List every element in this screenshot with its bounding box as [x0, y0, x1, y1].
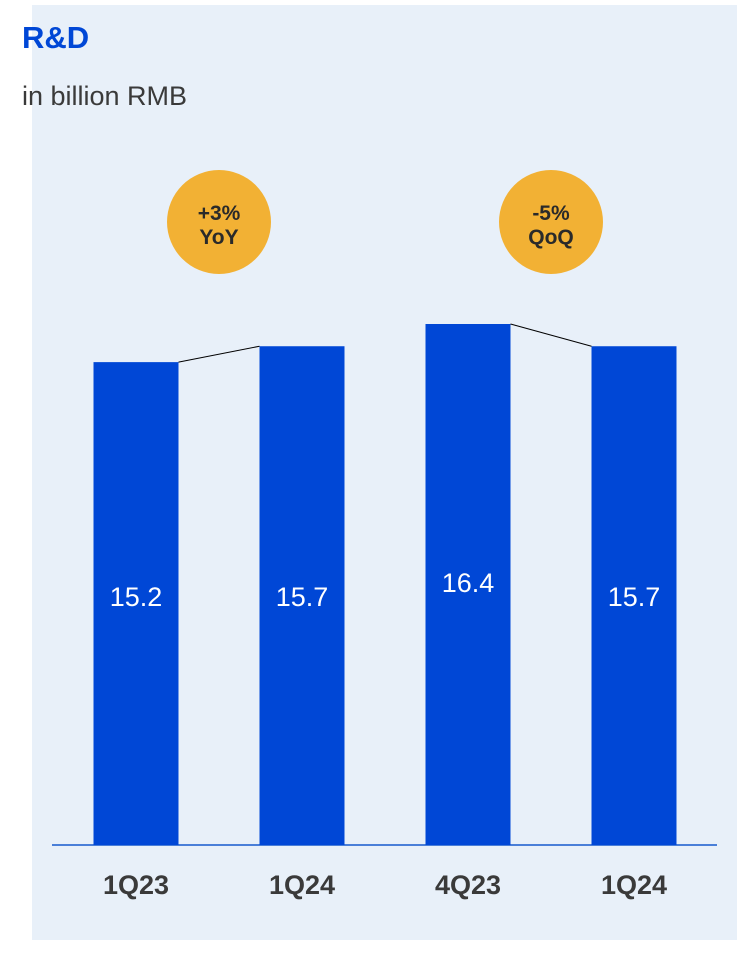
badge-percent: +3%: [198, 202, 241, 225]
chart-title: R&D: [22, 20, 90, 55]
category-label: 1Q24: [269, 870, 335, 900]
badge-percent: -5%: [532, 202, 570, 225]
change-badge: [499, 170, 603, 274]
bar-2: [259, 346, 345, 845]
chart-subtitle: in billion RMB: [22, 81, 188, 111]
comparison-connector: [178, 345, 260, 363]
category-label: 1Q23: [103, 870, 169, 900]
change-badge: [167, 170, 271, 274]
bar-4: [591, 346, 677, 845]
bar-3: [425, 324, 511, 845]
bars-group: 15.2 1Q23 15.7 1Q24 16.4 4Q23 15.7 1Q24: [93, 324, 677, 900]
category-label: 1Q24: [601, 870, 667, 900]
badges-group: +3%YoY -5%QoQ: [167, 170, 603, 274]
badge-period: QoQ: [528, 226, 574, 249]
bar-value-label: 15.7: [608, 582, 661, 612]
category-label: 4Q23: [435, 870, 501, 900]
comparison-connector: [510, 323, 592, 347]
bar-value-label: 16.4: [442, 568, 495, 598]
connectors-group: [178, 323, 592, 363]
bar-value-label: 15.2: [110, 582, 163, 612]
bar-1: [93, 362, 179, 845]
badge-period: YoY: [199, 226, 238, 249]
bar-value-label: 15.7: [276, 582, 329, 612]
